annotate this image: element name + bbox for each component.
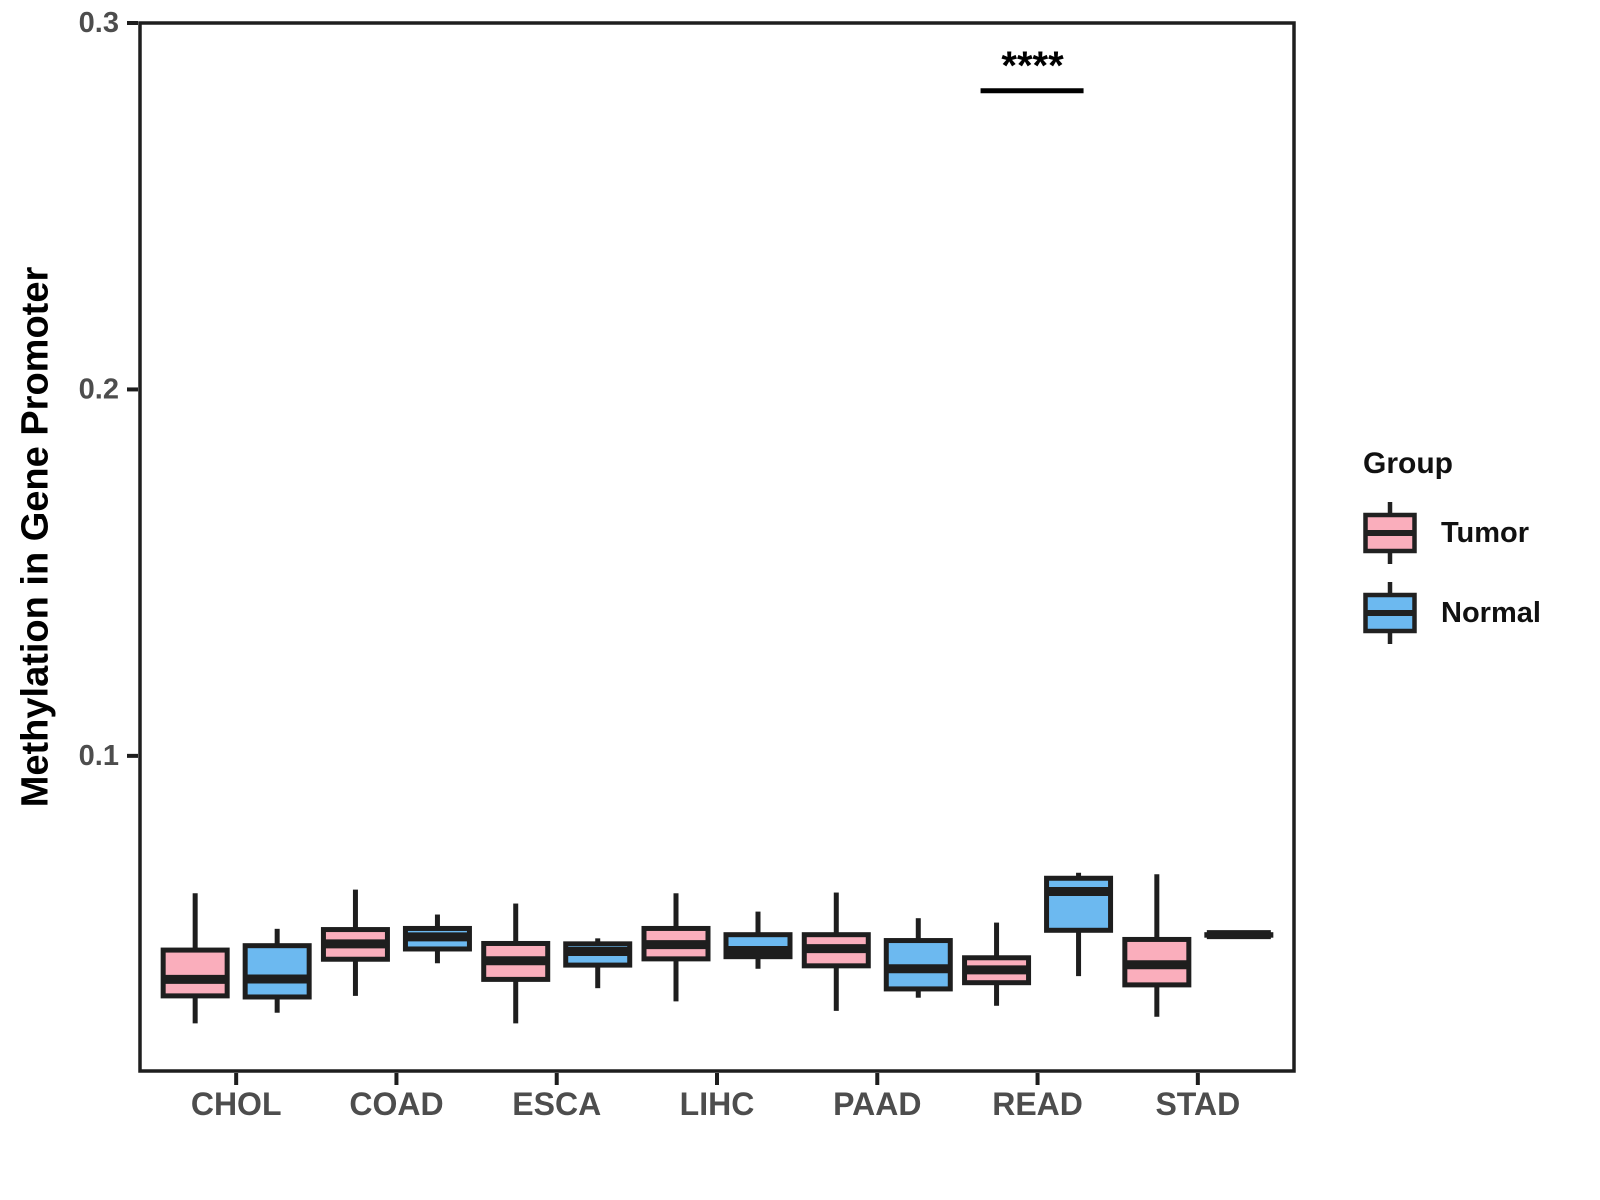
legend-boxplot-glyph-tumor [1363, 502, 1417, 564]
panel-border [138, 21, 1296, 1073]
x-label-ESCA: ESCA [512, 1086, 601, 1122]
x-label-CHOL: CHOL [191, 1086, 282, 1122]
box-Normal-CHOL [242, 943, 312, 1000]
x-label-PAAD: PAAD [833, 1086, 921, 1122]
y-tick-label: 0.2 [79, 373, 119, 405]
x-label-READ: READ [992, 1086, 1083, 1122]
x-label-COAD: COAD [349, 1086, 443, 1122]
legend-item-normal: Normal [1363, 581, 1541, 645]
box-Tumor-CHOL [160, 947, 230, 999]
legend-item-label-normal: Normal [1441, 596, 1541, 629]
legend-title: Group [1363, 447, 1453, 480]
y-tick-label: 0.1 [79, 740, 119, 772]
significance-stars: **** [1001, 44, 1064, 88]
x-label-LIHC: LIHC [680, 1086, 755, 1122]
legend: Group Tumor Normal [1363, 447, 1541, 645]
legend-item-tumor: Tumor [1363, 501, 1541, 565]
box-Normal-READ [1044, 875, 1114, 933]
legend-item-label-tumor: Tumor [1441, 516, 1530, 549]
y-axis-title: Methylation in Gene Promoter [14, 266, 57, 808]
y-tick-label: 0.3 [79, 7, 119, 39]
x-label-STAD: STAD [1155, 1086, 1240, 1122]
legend-boxplot-glyph-normal [1363, 582, 1417, 644]
